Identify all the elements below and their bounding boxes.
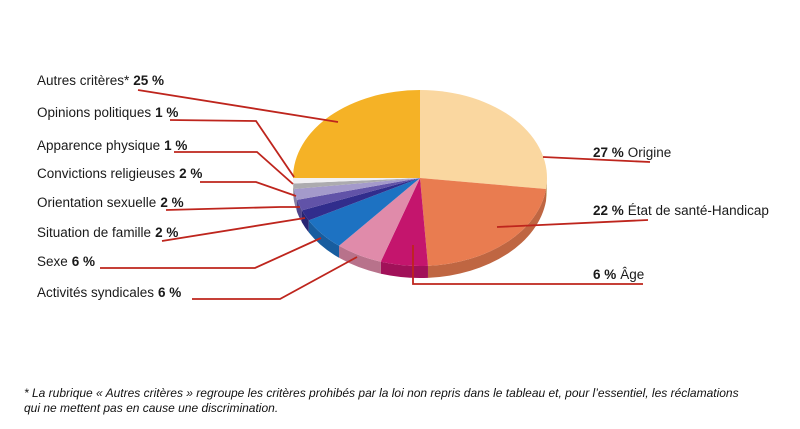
footnote: * La rubrique « Autres critères » regrou…: [24, 386, 739, 415]
slice-label-value: 27 %: [593, 145, 624, 160]
pie-slice-age: [380, 178, 428, 267]
callout-line-etat-de-sante-handicap: [496, 219, 649, 228]
pie-slice-apparence-physique: [293, 178, 420, 190]
slice-label-value: 6 %: [158, 285, 182, 300]
slice-label-origine: 27 % Origine: [593, 145, 671, 161]
callout-line-age: [412, 245, 643, 285]
callout-line-convictions-religieuses: [200, 181, 297, 197]
pie-slice-convictions-religieuses: [294, 178, 420, 200]
slice-label-value: 22 %: [593, 203, 624, 218]
pie-slice-side-origine: [546, 178, 547, 202]
slice-label-autres-criteres: Autres critères* 25 %: [37, 73, 164, 89]
callout-line-orientation-sexuelle: [165, 206, 300, 211]
slice-label-text: Convictions religieuses: [37, 166, 176, 181]
callout-lines: [100, 89, 651, 300]
pie-slice-side-activites-syndicales: [339, 245, 381, 274]
callout-line-autres-criteres: [137, 89, 339, 123]
slice-label-text: Autres critères*: [37, 73, 130, 88]
pie-slice-sexe: [308, 178, 420, 246]
pie-slice-side-age: [380, 261, 428, 279]
slice-label-convictions-religieuses: Convictions religieuses 2 %: [37, 166, 202, 182]
pie-slice-situation-de-famille: [301, 178, 420, 221]
slice-label-value: 1 %: [164, 138, 188, 153]
slice-label-text: Apparence physique: [37, 138, 161, 153]
callout-line-origine: [542, 156, 651, 163]
callout-line-activites-syndicales: [192, 256, 358, 300]
slice-label-apparence-physique: Apparence physique 1 %: [37, 138, 187, 154]
slice-label-etat-de-sante-handicap: 22 % État de santé-Handicap: [593, 203, 769, 219]
slice-label-activites-syndicales: Activités syndicales 6 %: [37, 285, 181, 301]
pie-top-faces: [293, 90, 548, 267]
pie-slice-autres-criteres: [293, 90, 420, 178]
pie-side-walls: [293, 178, 547, 279]
slice-label-text: Opinions politiques: [37, 105, 152, 120]
slice-label-value: 1 %: [155, 105, 179, 120]
pie-slice-etat-de-sante-handicap: [420, 178, 546, 266]
pie-slice-orientation-sexuelle: [296, 178, 420, 211]
slice-label-value: 6 %: [593, 267, 617, 282]
slice-label-value: 25 %: [133, 73, 165, 88]
pie-slice-opinions-politiques: [293, 178, 420, 184]
pie-slice-side-situation-de-famille: [301, 210, 309, 233]
slice-label-situation-de-famille: Situation de famille 2 %: [37, 225, 178, 241]
slice-label-text: Origine: [627, 145, 672, 160]
pie-slice-origine: [420, 90, 548, 190]
slice-label-text: Activités syndicales: [37, 285, 155, 300]
pie-slice-side-orientation-sexuelle: [296, 199, 302, 223]
callout-line-apparence-physique: [174, 151, 294, 185]
slice-label-opinions-politiques: Opinions politiques 1 %: [37, 105, 178, 121]
callout-line-sexe: [100, 237, 322, 269]
slice-label-text: Âge: [620, 267, 645, 282]
pie-slice-side-apparence-physique: [293, 183, 294, 202]
slice-label-value: 2 %: [160, 195, 184, 210]
pie-slice-side-etat-de-sante-handicap: [427, 189, 546, 278]
slice-label-sexe: Sexe 6 %: [37, 254, 95, 270]
pie-slice-activites-syndicales: [339, 178, 420, 262]
slice-label-text: État de santé-Handicap: [627, 203, 769, 218]
slice-label-text: Sexe: [37, 254, 68, 269]
slice-label-value: 2 %: [155, 225, 179, 240]
slice-label-value: 2 %: [179, 166, 203, 181]
callout-line-opinions-politiques: [169, 119, 295, 178]
pie-slice-side-sexe: [308, 220, 340, 258]
slice-label-value: 6 %: [71, 254, 96, 269]
slice-label-text: Orientation sexuelle: [37, 195, 157, 210]
callout-line-situation-de-famille: [161, 217, 306, 242]
slice-label-text: Situation de famille: [37, 225, 152, 240]
slice-label-age: 6 % Âge: [593, 267, 644, 283]
slice-label-orientation-sexuelle: Orientation sexuelle 2 %: [37, 195, 184, 211]
